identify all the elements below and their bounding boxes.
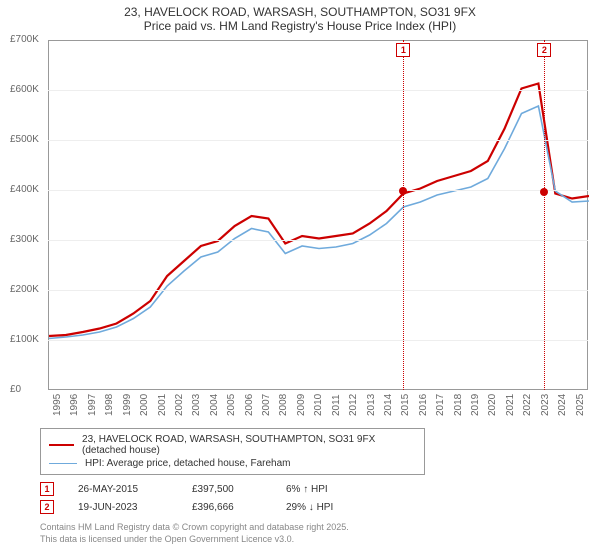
sale-price-1: £397,500 xyxy=(192,484,262,495)
sale-marker-1: 1 xyxy=(40,482,54,496)
legend-row-hpi: HPI: Average price, detached house, Fare… xyxy=(49,457,416,470)
xtick-label: 2025 xyxy=(575,386,579,416)
sales-table: 1 26-MAY-2015 £397,500 6% ↑ HPI 2 19-JUN… xyxy=(40,480,590,516)
ytick-label: £700K xyxy=(10,34,46,45)
xtick-label: 2016 xyxy=(418,386,422,416)
ytick-label: £0 xyxy=(10,384,46,395)
xtick-label: 2005 xyxy=(226,386,230,416)
xtick-label: 2001 xyxy=(157,386,161,416)
legend-swatch-property xyxy=(49,444,74,446)
ytick-label: £200K xyxy=(10,284,46,295)
legend-row-property: 23, HAVELOCK ROAD, WARSASH, SOUTHAMPTON,… xyxy=(49,433,416,457)
xtick-label: 2014 xyxy=(383,386,387,416)
xtick-label: 2022 xyxy=(522,386,526,416)
title-address: 23, HAVELOCK ROAD, WARSASH, SOUTHAMPTON,… xyxy=(0,5,600,19)
xtick-label: 2018 xyxy=(453,386,457,416)
sale-marker-top: 2 xyxy=(537,43,551,57)
xtick-label: 1995 xyxy=(52,386,56,416)
sale-price-2: £396,666 xyxy=(192,502,262,513)
sale-delta-1: 6% ↑ HPI xyxy=(286,484,376,495)
legend-label-property: 23, HAVELOCK ROAD, WARSASH, SOUTHAMPTON,… xyxy=(82,434,416,456)
legend: 23, HAVELOCK ROAD, WARSASH, SOUTHAMPTON,… xyxy=(40,428,425,475)
sale-row-1: 1 26-MAY-2015 £397,500 6% ↑ HPI xyxy=(40,480,590,498)
xtick-label: 2012 xyxy=(348,386,352,416)
sale-delta-2: 29% ↓ HPI xyxy=(286,502,376,513)
xtick-label: 2008 xyxy=(278,386,282,416)
plot-region xyxy=(48,40,588,390)
xtick-label: 2017 xyxy=(435,386,439,416)
ytick-label: £600K xyxy=(10,84,46,95)
xtick-label: 2010 xyxy=(313,386,317,416)
sale-row-2: 2 19-JUN-2023 £396,666 29% ↓ HPI xyxy=(40,498,590,516)
xtick-label: 2004 xyxy=(209,386,213,416)
xtick-label: 1997 xyxy=(87,386,91,416)
sale-vline xyxy=(544,40,545,390)
chart-area: £0£100K£200K£300K£400K£500K£600K£700K 19… xyxy=(10,40,590,420)
xtick-label: 1998 xyxy=(104,386,108,416)
sale-date-1: 26-MAY-2015 xyxy=(78,484,168,495)
sale-date-2: 19-JUN-2023 xyxy=(78,502,168,513)
xtick-label: 2019 xyxy=(470,386,474,416)
sale-marker-top: 1 xyxy=(396,43,410,57)
title-subtitle: Price paid vs. HM Land Registry's House … xyxy=(0,19,600,33)
xtick-label: 2015 xyxy=(400,386,404,416)
xtick-label: 2002 xyxy=(174,386,178,416)
xtick-label: 2020 xyxy=(487,386,491,416)
series-property xyxy=(49,84,589,337)
legend-swatch-hpi xyxy=(49,463,77,465)
xtick-label: 2023 xyxy=(540,386,544,416)
footer-line-2: This data is licensed under the Open Gov… xyxy=(40,534,590,546)
line-chart-svg xyxy=(49,41,589,391)
ytick-label: £400K xyxy=(10,184,46,195)
sale-marker-2: 2 xyxy=(40,500,54,514)
xtick-label: 2009 xyxy=(296,386,300,416)
ytick-label: £300K xyxy=(10,234,46,245)
xtick-label: 2011 xyxy=(331,386,335,416)
xtick-label: 2003 xyxy=(191,386,195,416)
ytick-label: £100K xyxy=(10,334,46,345)
xtick-label: 2000 xyxy=(139,386,143,416)
xtick-label: 2013 xyxy=(366,386,370,416)
xtick-label: 1999 xyxy=(122,386,126,416)
footer-attribution: Contains HM Land Registry data © Crown c… xyxy=(40,522,590,545)
xtick-label: 2006 xyxy=(244,386,248,416)
xtick-label: 2021 xyxy=(505,386,509,416)
ytick-label: £500K xyxy=(10,134,46,145)
xtick-label: 1996 xyxy=(69,386,73,416)
xtick-label: 2024 xyxy=(557,386,561,416)
legend-label-hpi: HPI: Average price, detached house, Fare… xyxy=(85,458,291,469)
sale-vline xyxy=(403,40,404,390)
footer-line-1: Contains HM Land Registry data © Crown c… xyxy=(40,522,590,534)
xtick-label: 2007 xyxy=(261,386,265,416)
